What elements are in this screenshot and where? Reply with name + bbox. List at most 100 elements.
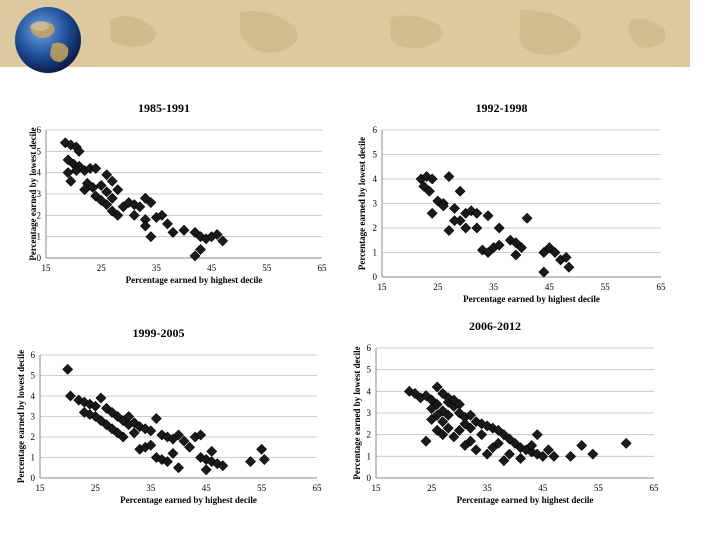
data-point: [537, 450, 549, 462]
data-point: [560, 251, 572, 263]
x-tick-label: 35: [489, 282, 499, 292]
data-point: [543, 242, 555, 254]
data-point: [123, 411, 135, 422]
data-point: [470, 444, 482, 456]
data-point: [73, 145, 85, 157]
data-point: [437, 429, 449, 441]
data-point: [426, 207, 438, 219]
data-point: [178, 435, 190, 447]
y-tick-label: 6: [367, 343, 372, 353]
x-tick-label: 45: [207, 263, 217, 273]
data-point: [443, 171, 455, 182]
data-point: [526, 440, 538, 451]
data-point: [189, 250, 201, 262]
data-point: [112, 184, 124, 196]
data-point: [145, 231, 157, 243]
data-point: [563, 261, 575, 273]
x-tick-label: 55: [601, 282, 611, 292]
data-point: [449, 215, 460, 227]
x-tick-label: 15: [42, 263, 52, 273]
y-tick-label: 0: [367, 473, 372, 483]
x-tick-label: 45: [202, 483, 212, 493]
data-point: [548, 450, 560, 462]
data-point: [515, 442, 526, 454]
data-point: [256, 443, 268, 455]
y-tick-label: 5: [37, 146, 42, 156]
x-axis-label: Percentage earned by highest decile: [463, 294, 600, 304]
x-tick-label: 55: [594, 483, 604, 493]
x-tick-label: 65: [657, 282, 667, 292]
data-point: [65, 175, 77, 187]
data-point: [487, 422, 499, 434]
data-point: [431, 398, 443, 410]
data-point: [538, 266, 550, 278]
data-point: [504, 234, 516, 246]
data-point: [453, 424, 465, 436]
y-tick-label: 3: [367, 408, 372, 418]
x-tick-label: 65: [318, 263, 328, 273]
data-point: [515, 453, 526, 464]
y-tick-label: 4: [31, 391, 36, 401]
data-point: [516, 242, 527, 254]
data-point: [128, 209, 140, 221]
chart-title: 1999-2005: [133, 326, 185, 340]
chart-title: 1985-1991: [138, 101, 190, 115]
data-point: [538, 247, 550, 258]
x-tick-label: 55: [262, 263, 272, 273]
data-point: [521, 212, 533, 224]
y-axis-label: Percentage earned by lowest decile: [352, 346, 362, 479]
data-point: [492, 437, 504, 449]
data-point: [437, 416, 449, 428]
data-point: [442, 422, 454, 434]
data-point: [167, 226, 179, 238]
data-point: [167, 447, 179, 459]
x-tick-label: 65: [650, 483, 660, 493]
data-point: [195, 429, 207, 441]
data-point: [101, 186, 113, 198]
data-point: [106, 205, 118, 217]
data-point: [431, 409, 443, 421]
data-point: [62, 363, 74, 375]
data-point: [161, 456, 173, 468]
x-tick-label: 25: [97, 263, 107, 273]
x-tick-label: 35: [152, 263, 162, 273]
x-tick-label: 15: [378, 282, 388, 292]
x-tick-label: 65: [313, 483, 323, 493]
data-point: [620, 437, 632, 449]
data-point: [206, 445, 218, 457]
data-point: [162, 218, 173, 230]
data-point: [437, 200, 449, 212]
world-map-banner-art: [0, 0, 690, 67]
y-tick-label: 3: [31, 412, 36, 422]
data-point: [245, 456, 256, 468]
data-point: [465, 422, 476, 434]
data-point: [493, 222, 505, 234]
data-point: [95, 392, 107, 404]
y-tick-label: 4: [373, 174, 378, 184]
y-tick-label: 6: [31, 350, 36, 360]
y-tick-label: 1: [367, 451, 372, 461]
data-point: [476, 429, 488, 441]
data-point: [70, 165, 82, 176]
data-point: [217, 235, 229, 247]
data-point: [443, 225, 455, 236]
x-tick-label: 35: [483, 483, 493, 493]
y-tick-label: 0: [31, 473, 36, 483]
data-point: [145, 197, 157, 208]
x-axis-label: Percentage earned by highest decile: [457, 495, 594, 505]
x-tick-label: 35: [146, 483, 156, 493]
data-point: [460, 222, 472, 234]
data-point: [79, 184, 91, 196]
data-point: [90, 162, 102, 174]
chart-title: 2006-2012: [469, 319, 521, 333]
data-point: [420, 390, 432, 402]
data-point: [420, 435, 432, 447]
y-tick-label: 1: [373, 248, 378, 258]
data-point: [449, 202, 460, 214]
data-point: [178, 224, 190, 236]
data-point: [128, 199, 140, 211]
